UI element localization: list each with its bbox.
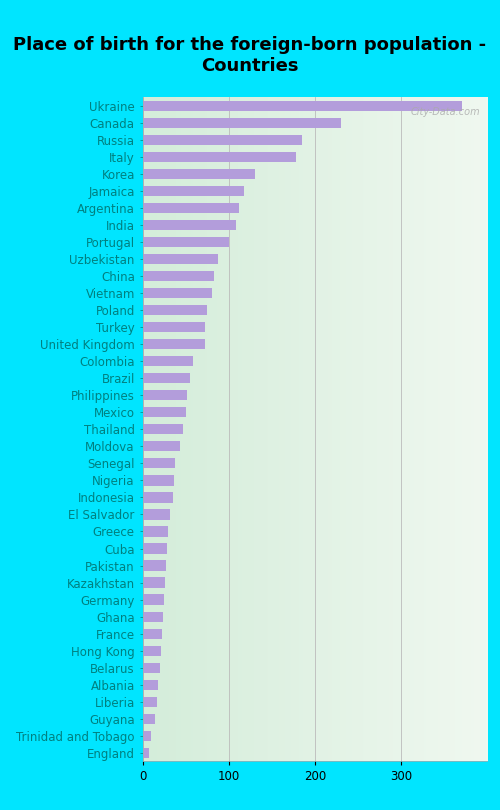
Bar — [142, 322, 204, 332]
Bar — [142, 100, 462, 111]
Bar — [142, 731, 151, 741]
Bar — [142, 373, 190, 383]
Bar — [142, 595, 164, 605]
Bar — [142, 168, 254, 179]
Text: Place of birth for the foreign-born population -
Countries: Place of birth for the foreign-born popu… — [14, 36, 486, 75]
Bar — [142, 612, 163, 622]
Bar — [142, 646, 162, 656]
Bar — [142, 424, 183, 434]
Bar — [142, 544, 167, 553]
Bar — [142, 185, 244, 196]
Bar — [142, 117, 341, 128]
Bar — [142, 202, 239, 213]
Bar — [142, 748, 150, 758]
Text: City-Data.com: City-Data.com — [411, 107, 480, 117]
Bar — [142, 390, 188, 400]
Bar — [142, 526, 169, 536]
Bar — [142, 475, 174, 485]
Bar — [142, 134, 302, 145]
Bar — [142, 271, 214, 281]
Bar — [142, 629, 163, 639]
Bar — [142, 407, 186, 417]
Bar — [142, 697, 157, 707]
Bar — [142, 680, 158, 690]
Bar — [142, 237, 229, 247]
Bar — [142, 441, 180, 451]
Bar — [142, 509, 170, 519]
Bar — [142, 151, 296, 162]
Bar — [142, 458, 176, 468]
Bar — [142, 714, 154, 724]
Bar — [142, 339, 204, 349]
Bar — [142, 356, 192, 366]
Bar — [142, 663, 160, 673]
Bar — [142, 220, 236, 230]
Bar — [142, 305, 207, 315]
Bar — [142, 578, 165, 588]
Bar — [142, 254, 218, 264]
Bar — [142, 288, 212, 298]
Bar — [142, 561, 166, 571]
Bar — [142, 492, 172, 502]
